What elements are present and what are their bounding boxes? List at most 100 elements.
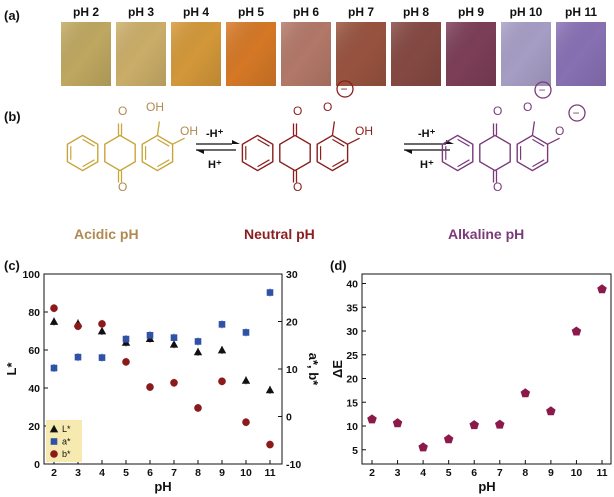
swatch-label-1: pH 2 — [73, 5, 99, 19]
acidic-ring-1-double-bond-3 — [82, 138, 95, 147]
swatch-label-5: pH 6 — [293, 5, 319, 19]
chart-c-point-astar — [194, 338, 202, 345]
swatch-texture-2 — [116, 22, 166, 86]
chart-d-xtick-label: 10 — [571, 467, 583, 479]
alkaline-negative-charge-icon-2 — [568, 104, 586, 122]
arrow1-top-label: -H⁺ — [206, 128, 224, 140]
panel-label-a: (a) — [4, 8, 20, 23]
swatch-label-10: pH 11 — [565, 5, 597, 19]
neutral-ring-1 — [241, 134, 274, 172]
neutral-sub-bond-2 — [347, 137, 360, 145]
chart-c-ytick-label: 100 — [22, 269, 40, 281]
neutral-ring-3-double-bond-1 — [332, 159, 345, 168]
acidic-sub-bond-1 — [156, 121, 161, 136]
chart-d-point — [443, 434, 454, 444]
alkaline-ring-1-double-bond-3 — [457, 138, 470, 147]
neutral-minus: − — [341, 82, 348, 96]
neutral-ring-1-double-bond-1 — [257, 159, 270, 168]
alkaline-carbonyl-bottom: O — [493, 180, 502, 194]
alkaline-skeleton — [441, 121, 560, 183]
chart-d-xtick-label: 3 — [395, 467, 401, 479]
chart-d-point — [418, 442, 428, 452]
alkaline-sub-bond-1 — [531, 121, 536, 136]
chart-d-xtick-label: 8 — [522, 467, 528, 479]
swatch-texture-1 — [61, 22, 111, 86]
equilibrium-arrow-1: -H⁺ H⁺ — [196, 128, 240, 171]
chart-d-point — [392, 418, 403, 428]
chart-c-point-bstar — [218, 377, 226, 386]
chart-d-ytick-label: 40 — [346, 279, 358, 291]
swatch-label-6: pH 7 — [348, 5, 374, 19]
chart-c-point-lstar — [217, 345, 227, 354]
swatch-texture-6 — [336, 22, 386, 86]
chart-c-xtick-label: 4 — [99, 467, 105, 479]
swatch-label-7: pH 8 — [403, 5, 429, 19]
chart-d-point — [597, 284, 607, 294]
alkaline-ring-3 — [516, 134, 549, 172]
chart-c-point-astar — [266, 289, 274, 296]
chart-d-point — [546, 406, 556, 416]
chart-d-frame — [361, 273, 612, 465]
alkaline-sub-bond-2 — [547, 137, 560, 145]
swatch-texture-9 — [501, 22, 551, 86]
arrow1-bottom-label: H⁺ — [208, 159, 222, 171]
alkaline-phenoxide-oxygen-1: O — [523, 100, 532, 114]
neutral-molecule: O O O − OH — [241, 80, 373, 194]
swatch-row: pH 2 pH 3 pH 4 pH 5 pH 6 pH 7 pH 8 pH 9 pH 10 pH … — [61, 5, 606, 86]
chart-c-ytick-label: 40 — [28, 383, 40, 395]
acidic-ring-2 — [104, 134, 136, 172]
chart-c-point-astar — [146, 331, 154, 339]
chart-c-point-astar — [50, 364, 58, 372]
alkaline-negative-charge-icon-1 — [534, 81, 552, 99]
chart-c-legend-label-1: L* — [62, 424, 71, 434]
chart-d-point — [571, 326, 582, 336]
acidic-hydroxyl-2: OH — [180, 124, 198, 138]
chart-c-xtick-label: 11 — [264, 467, 275, 479]
equilibrium-arrow-2: -H⁺ H⁺ — [404, 128, 454, 171]
panel-label-b: (b) — [4, 109, 21, 124]
chart-d-xlabel: pH — [478, 479, 495, 494]
chart-c-point-lstar — [265, 385, 275, 394]
chart-d-delta-e: 5 10 15 20 25 30 35 40 2 3 4 5 6 7 8 9 10 11 pH ΔE — [330, 273, 612, 494]
chart-c-point-astar — [98, 354, 106, 361]
chart-c-point-astar — [242, 329, 250, 336]
panel-label-c: (c) — [4, 258, 20, 273]
swatch-texture-8 — [446, 22, 496, 86]
chart-d-xtick-label: 7 — [497, 467, 503, 479]
chart-c-point-bstar — [98, 320, 106, 328]
swatch-label-9: pH 10 — [510, 5, 543, 19]
chart-c-point-lstar — [97, 326, 107, 335]
arrow2-top-label: -H⁺ — [418, 128, 436, 140]
reverse-arrowhead-2 — [404, 150, 412, 154]
alkaline-ring-1 — [441, 134, 474, 172]
chart-c-point-lstar — [241, 376, 251, 384]
chart-c-xtick-label: 6 — [147, 467, 153, 479]
acidic-molecule: O O OH OH — [66, 100, 198, 194]
chart-c-xtick-label: 8 — [195, 467, 201, 479]
chart-c-point-bstar — [122, 358, 130, 366]
alkaline-minus-2: − — [573, 106, 580, 120]
chart-c-point-bstar — [242, 418, 250, 427]
acidic-hydroxyl-1: OH — [146, 100, 164, 114]
panel-label-d: (d) — [330, 258, 347, 273]
chart-d-point — [469, 420, 479, 430]
chart-c-ytick-label: 60 — [28, 345, 40, 357]
chart-d-xtick-label: 9 — [548, 467, 554, 479]
swatch-texture-4 — [226, 22, 276, 86]
acidic-ring-3-double-bond-1 — [157, 159, 170, 168]
neutral-carbonyl-bottom: O — [293, 180, 302, 194]
acidic-label: Acidic pH — [74, 226, 139, 242]
chart-d-ytick-label: 30 — [346, 326, 358, 338]
chart-c-point-lstar — [193, 347, 203, 356]
swatch-label-8: pH 9 — [458, 5, 484, 19]
chart-c-xtick-label: 10 — [240, 467, 252, 479]
forward-arrowhead-1 — [232, 140, 240, 144]
acidic-ring-3-double-bond-3 — [157, 138, 170, 147]
arrow2-bottom-label: H⁺ — [420, 159, 434, 171]
neutral-ring-3-double-bond-3 — [332, 138, 345, 147]
chart-c-point-astar — [74, 353, 82, 361]
acidic-carbonyl-bottom: O — [118, 180, 127, 194]
chart-c-legend-marker-3 — [50, 450, 58, 458]
chart-c-legend-marker-2 — [50, 438, 58, 445]
chart-c-legend-label-3: b* — [62, 449, 71, 459]
